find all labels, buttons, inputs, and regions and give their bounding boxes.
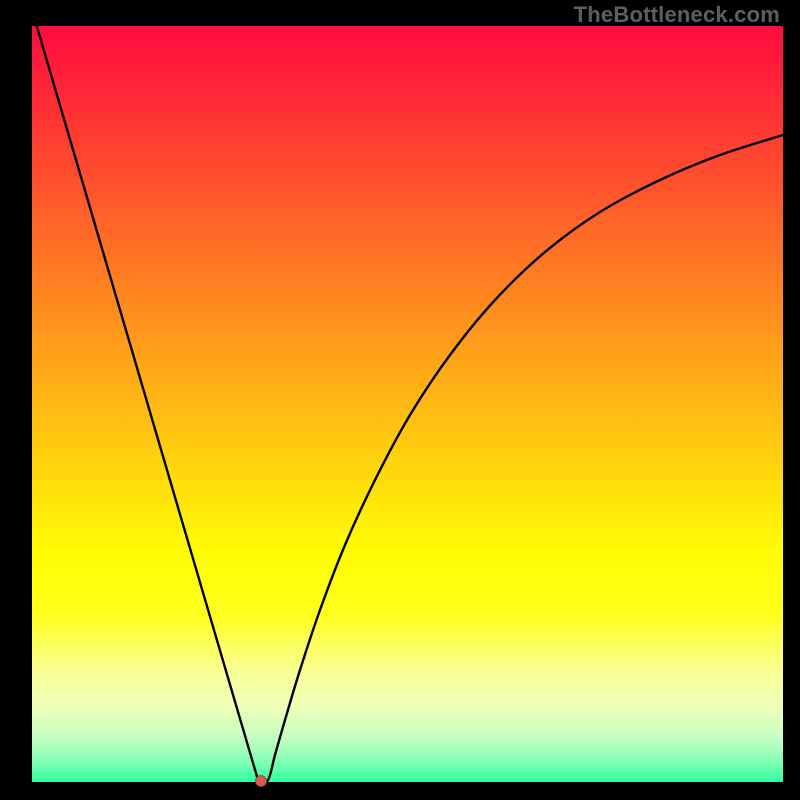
plot-background <box>32 26 783 782</box>
optimum-marker <box>256 776 267 787</box>
watermark-text: TheBottleneck.com <box>574 2 780 28</box>
chart-container: TheBottleneck.com <box>0 0 800 800</box>
bottleneck-curve-chart <box>0 0 800 800</box>
